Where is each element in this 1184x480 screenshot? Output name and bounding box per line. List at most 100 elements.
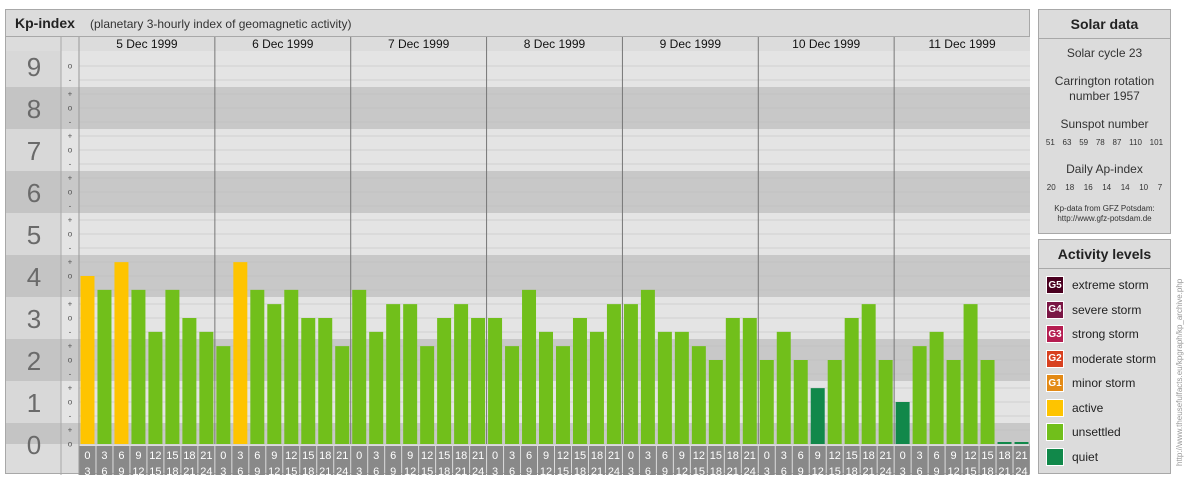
interval-end-label: 3 xyxy=(84,466,90,475)
interval-cell xyxy=(639,446,656,475)
interval-start-label: 9 xyxy=(815,450,821,462)
kp-bar xyxy=(912,346,927,444)
kp-bar xyxy=(963,304,978,444)
interval-start-label: 18 xyxy=(591,450,603,462)
activity-level-quiet: quiet xyxy=(1046,447,1098,467)
interval-cell xyxy=(741,446,758,475)
interval-start-label: 3 xyxy=(373,450,379,462)
activity-level-unsettled: unsettled xyxy=(1046,422,1121,442)
kp-bar xyxy=(793,360,808,444)
kp-chart-panel: 0 1 2 3 4 5 6 7 8 9 o + - o + - o + - o + - o + - o + - o + - o + - o + - o 5 … xyxy=(5,9,1030,475)
ap-value: 20 xyxy=(1046,183,1056,192)
interval-cell xyxy=(758,446,775,475)
minor-tick-label: o xyxy=(68,356,73,365)
interval-end-label: 6 xyxy=(509,466,515,475)
axis-band xyxy=(6,255,61,297)
axis-band xyxy=(6,47,61,87)
interval-end-label: 24 xyxy=(200,466,212,475)
minor-tick-label: - xyxy=(69,160,72,169)
interval-cell xyxy=(521,446,538,475)
kp-bar xyxy=(165,289,180,444)
interval-start-label: 12 xyxy=(421,450,433,462)
sunspot-value: 59 xyxy=(1079,138,1089,147)
interval-start-label: 15 xyxy=(438,450,450,462)
day-label: 8 Dec 1999 xyxy=(524,37,586,51)
minor-tick-label: + xyxy=(68,174,73,183)
kp-bar xyxy=(369,331,384,444)
kp-bar xyxy=(454,304,469,444)
interval-end-label: 9 xyxy=(118,466,124,475)
interval-cell xyxy=(690,446,707,475)
interval-start-label: 3 xyxy=(101,450,107,462)
y-tick-label: 3 xyxy=(27,304,41,334)
y-tick-label: 4 xyxy=(27,262,41,292)
interval-end-label: 3 xyxy=(492,466,498,475)
chart-subtitle: (planetary 3-hourly index of geomagnetic… xyxy=(90,17,352,31)
activity-level-extreme-storm: G5 extreme storm xyxy=(1046,275,1149,295)
kp-bar xyxy=(844,318,859,444)
minor-tick-label: + xyxy=(68,90,73,99)
interval-cell xyxy=(130,446,147,475)
ap-value: 16 xyxy=(1083,183,1093,192)
sunspot-value: 87 xyxy=(1112,138,1122,147)
interval-end-label: 21 xyxy=(591,466,603,475)
interval-start-label: 15 xyxy=(166,450,178,462)
interval-cell xyxy=(962,446,979,475)
kp-bar xyxy=(589,331,604,444)
carrington-line-1: Carrington rotation xyxy=(1054,74,1155,88)
interval-cell xyxy=(538,446,554,475)
minor-tick-label: + xyxy=(68,132,73,141)
interval-start-label: 9 xyxy=(135,450,141,462)
interval-start-label: 9 xyxy=(543,450,549,462)
interval-end-label: 15 xyxy=(557,466,569,475)
interval-start-label: 0 xyxy=(356,450,362,462)
kp-bar xyxy=(691,346,706,444)
kp-bar xyxy=(946,360,961,444)
axis-band xyxy=(6,129,61,171)
interval-cell xyxy=(1013,446,1030,475)
interval-start-label: 0 xyxy=(900,450,906,462)
kp-bar xyxy=(929,331,944,444)
interval-cell xyxy=(555,446,571,475)
interval-start-label: 18 xyxy=(455,450,467,462)
interval-cell xyxy=(775,446,792,475)
interval-start-label: 6 xyxy=(662,450,668,462)
interval-start-label: 9 xyxy=(679,450,685,462)
day-label: 5 Dec 1999 xyxy=(116,37,178,51)
interval-cell xyxy=(487,446,504,475)
interval-cell xyxy=(351,446,368,475)
minor-tick-label: - xyxy=(69,118,72,127)
interval-start-label: 15 xyxy=(302,450,314,462)
minor-tick-label: o xyxy=(68,104,73,113)
activity-swatch: G3 xyxy=(1046,325,1064,343)
interval-cell xyxy=(283,446,300,475)
interval-start-label: 6 xyxy=(934,450,940,462)
kp-bar xyxy=(980,360,995,444)
activity-label: severe storm xyxy=(1072,302,1142,317)
interval-end-label: 15 xyxy=(964,466,976,475)
kp-bar xyxy=(725,318,740,444)
minor-tick-label: + xyxy=(68,384,73,393)
interval-cell xyxy=(843,446,860,475)
minor-tick-label: - xyxy=(69,202,72,211)
kp-bar xyxy=(250,289,265,444)
axis-band xyxy=(6,423,61,444)
sunspot-values: 51 63 59 78 87 110 101 xyxy=(1039,138,1170,147)
interval-end-label: 3 xyxy=(628,466,634,475)
interval-cell xyxy=(385,446,402,475)
axis-band xyxy=(6,213,61,255)
kp-bar xyxy=(539,331,553,444)
y-tick-label: 7 xyxy=(27,136,41,166)
interval-end-label: 18 xyxy=(438,466,450,475)
interval-cell xyxy=(436,446,453,475)
interval-end-label: 15 xyxy=(149,466,161,475)
interval-start-label: 9 xyxy=(951,450,957,462)
kp-bar xyxy=(522,289,537,444)
interval-start-label: 12 xyxy=(829,450,841,462)
kp-bar xyxy=(420,346,435,444)
sunspot-value: 110 xyxy=(1129,138,1142,147)
interval-end-label: 12 xyxy=(404,466,416,475)
interval-cell xyxy=(266,446,283,475)
activity-label: quiet xyxy=(1072,449,1099,464)
ap-value: 14 xyxy=(1120,183,1130,192)
